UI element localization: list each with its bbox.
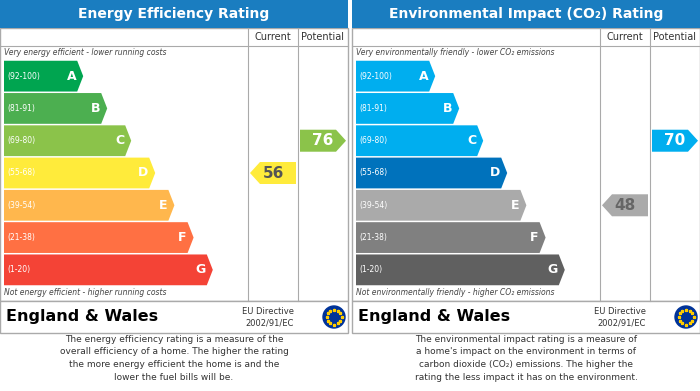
Text: 56: 56 xyxy=(262,165,284,181)
Polygon shape xyxy=(356,255,565,285)
Text: (69-80): (69-80) xyxy=(7,136,35,145)
Polygon shape xyxy=(300,130,346,152)
Circle shape xyxy=(323,306,345,328)
Text: England & Wales: England & Wales xyxy=(6,310,158,325)
Text: Not energy efficient - higher running costs: Not energy efficient - higher running co… xyxy=(4,288,167,297)
Text: Very environmentally friendly - lower CO₂ emissions: Very environmentally friendly - lower CO… xyxy=(356,48,554,57)
Text: F: F xyxy=(530,231,538,244)
Bar xyxy=(0,301,348,333)
Polygon shape xyxy=(4,158,155,188)
Text: (81-91): (81-91) xyxy=(7,104,35,113)
Text: G: G xyxy=(547,264,558,276)
Polygon shape xyxy=(4,190,174,221)
Polygon shape xyxy=(4,61,83,91)
Text: Potential: Potential xyxy=(302,32,344,42)
Text: (1-20): (1-20) xyxy=(7,265,30,274)
Text: Very energy efficient - lower running costs: Very energy efficient - lower running co… xyxy=(4,48,167,57)
Text: Environmental Impact (CO₂) Rating: Environmental Impact (CO₂) Rating xyxy=(389,7,663,21)
Text: The energy efficiency rating is a measure of the
overall efficiency of a home. T: The energy efficiency rating is a measur… xyxy=(60,335,288,382)
Text: (92-100): (92-100) xyxy=(7,72,40,81)
Text: C: C xyxy=(115,134,124,147)
Bar xyxy=(0,28,348,301)
Text: F: F xyxy=(178,231,187,244)
Text: (55-68): (55-68) xyxy=(7,169,35,178)
Text: Potential: Potential xyxy=(654,32,696,42)
Text: (55-68): (55-68) xyxy=(359,169,387,178)
Text: D: D xyxy=(138,167,148,179)
Polygon shape xyxy=(356,222,545,253)
Text: 70: 70 xyxy=(664,133,685,148)
Bar xyxy=(352,0,700,28)
Text: (81-91): (81-91) xyxy=(359,104,387,113)
Text: (1-20): (1-20) xyxy=(359,265,382,274)
Text: A: A xyxy=(419,70,428,83)
Text: B: B xyxy=(91,102,100,115)
Polygon shape xyxy=(356,93,459,124)
Text: A: A xyxy=(66,70,76,83)
Text: G: G xyxy=(195,264,206,276)
Polygon shape xyxy=(652,130,698,152)
Text: EU Directive
2002/91/EC: EU Directive 2002/91/EC xyxy=(242,307,294,327)
Polygon shape xyxy=(4,222,194,253)
Polygon shape xyxy=(4,126,131,156)
Text: England & Wales: England & Wales xyxy=(358,310,510,325)
Polygon shape xyxy=(356,190,526,221)
Text: (69-80): (69-80) xyxy=(359,136,387,145)
Polygon shape xyxy=(250,162,296,184)
Text: E: E xyxy=(511,199,519,212)
Bar xyxy=(0,0,348,28)
Bar xyxy=(352,301,700,333)
Text: C: C xyxy=(467,134,476,147)
Text: D: D xyxy=(490,167,500,179)
Polygon shape xyxy=(356,158,508,188)
Text: 48: 48 xyxy=(615,198,636,213)
Bar xyxy=(352,28,700,301)
Polygon shape xyxy=(4,93,107,124)
Text: Current: Current xyxy=(255,32,291,42)
Text: The environmental impact rating is a measure of
a home's impact on the environme: The environmental impact rating is a mea… xyxy=(414,335,638,382)
Text: 76: 76 xyxy=(312,133,334,148)
Polygon shape xyxy=(356,126,483,156)
Text: EU Directive
2002/91/EC: EU Directive 2002/91/EC xyxy=(594,307,646,327)
Polygon shape xyxy=(4,255,213,285)
Text: B: B xyxy=(442,102,452,115)
Text: Energy Efficiency Rating: Energy Efficiency Rating xyxy=(78,7,270,21)
Polygon shape xyxy=(602,194,648,216)
Text: (92-100): (92-100) xyxy=(359,72,392,81)
Text: E: E xyxy=(159,199,167,212)
Text: Not environmentally friendly - higher CO₂ emissions: Not environmentally friendly - higher CO… xyxy=(356,288,554,297)
Text: (39-54): (39-54) xyxy=(359,201,387,210)
Text: (39-54): (39-54) xyxy=(7,201,35,210)
Polygon shape xyxy=(356,61,435,91)
Text: (21-38): (21-38) xyxy=(359,233,387,242)
Text: Current: Current xyxy=(607,32,643,42)
Circle shape xyxy=(675,306,697,328)
Text: (21-38): (21-38) xyxy=(7,233,35,242)
